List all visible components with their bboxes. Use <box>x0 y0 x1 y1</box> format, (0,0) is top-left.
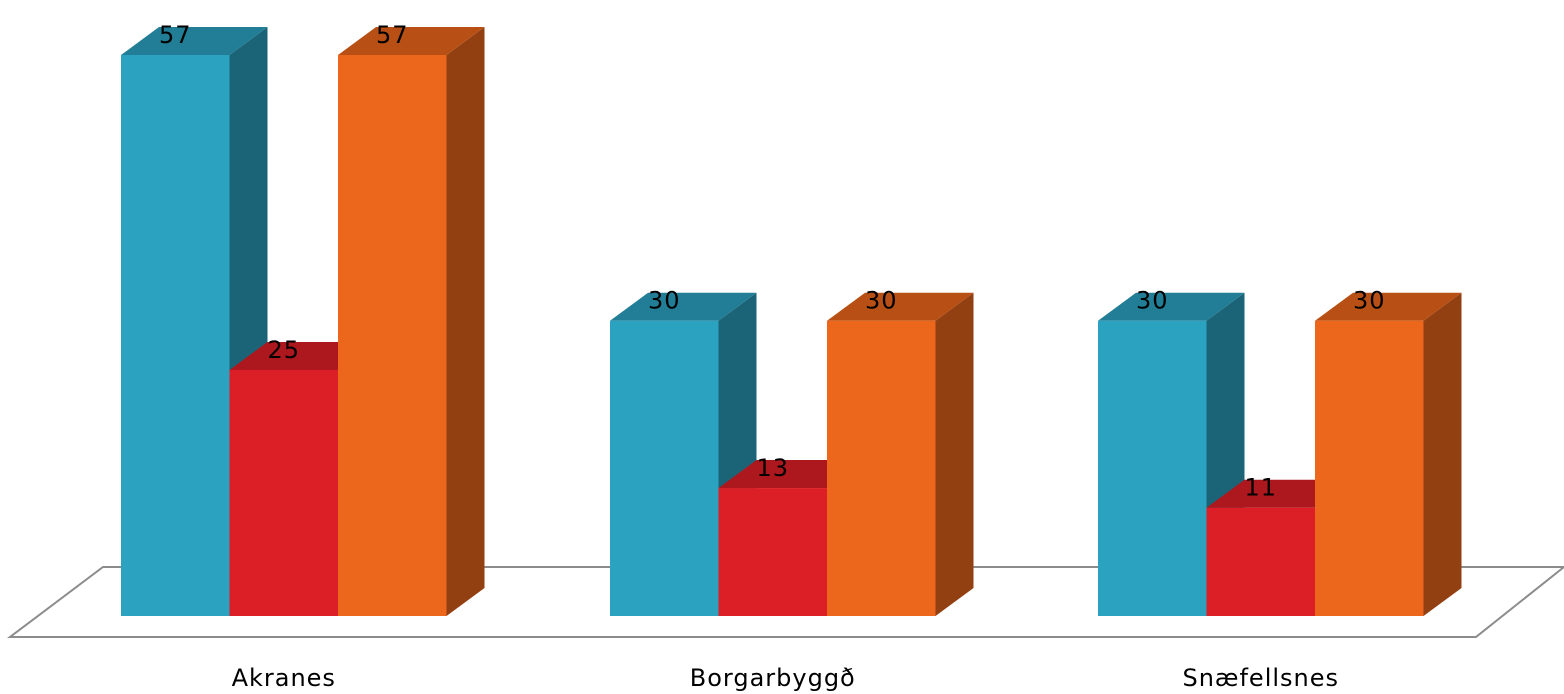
data-label: 30 <box>1353 287 1386 315</box>
data-label: 30 <box>865 287 898 315</box>
bar-top <box>1315 292 1462 321</box>
category-label: Akranes <box>232 664 336 692</box>
bar-top <box>827 292 974 321</box>
category-labels: Akranes Borgarbyggð Snæfellsnes <box>232 664 1339 692</box>
bar-side <box>935 292 974 616</box>
bar-side <box>446 27 485 616</box>
bar-top <box>338 27 485 55</box>
bar-front <box>610 320 719 616</box>
data-label: 30 <box>1136 287 1169 315</box>
category-label: Borgarbyggð <box>690 664 856 692</box>
category-label: Snæfellsnes <box>1182 664 1339 692</box>
bar-cluster <box>610 292 974 616</box>
data-labels: 57 25 57 30 13 30 30 11 30 <box>159 21 1386 502</box>
bar-side <box>1423 292 1462 616</box>
bar-front <box>718 488 827 616</box>
data-label: 11 <box>1244 474 1277 502</box>
bar-front <box>229 369 338 616</box>
bar <box>338 27 485 616</box>
bar-top <box>1098 292 1245 321</box>
bar-front <box>1206 507 1315 616</box>
bar <box>827 292 974 616</box>
bar-cluster <box>121 27 485 616</box>
bar-cluster <box>1098 292 1462 616</box>
data-label: 57 <box>159 21 192 49</box>
bar-top <box>121 27 268 55</box>
data-label: 57 <box>376 21 409 49</box>
bar-front <box>1098 320 1207 616</box>
data-label: 30 <box>648 287 681 315</box>
bar <box>1315 292 1462 616</box>
bar-front <box>121 55 230 616</box>
data-label: 25 <box>267 336 300 364</box>
data-label: 13 <box>756 454 789 482</box>
bar-front <box>827 320 936 616</box>
bar-group <box>121 27 1462 616</box>
bar-top <box>610 292 757 321</box>
bar-front <box>338 55 447 616</box>
bar-front <box>1315 320 1424 616</box>
